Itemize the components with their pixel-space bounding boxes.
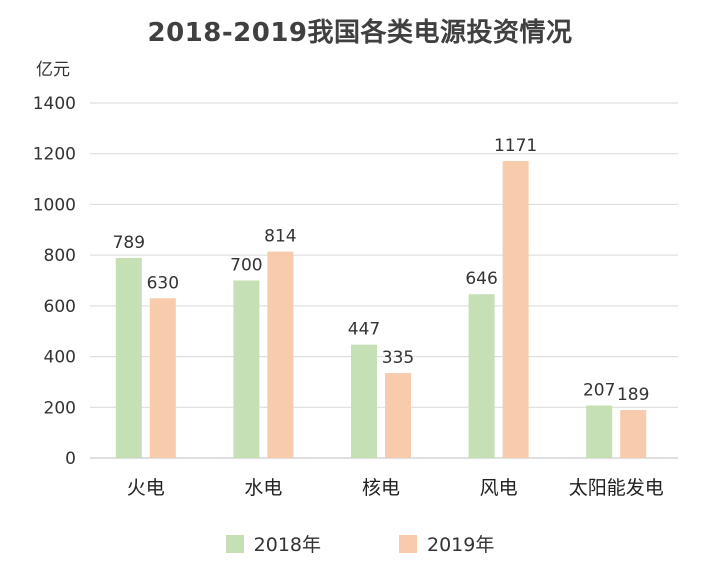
legend-item-2018: 2018年 (225, 530, 321, 557)
legend-item-2019: 2019年 (399, 530, 494, 557)
bar-2018 (115, 257, 142, 458)
data-label: 646 (465, 269, 497, 289)
data-label: 447 (348, 320, 380, 340)
bar-2019 (620, 410, 647, 458)
y-tick-label: 1000 (33, 195, 76, 215)
bar-2019 (385, 373, 411, 458)
bar-2018 (233, 280, 260, 458)
x-category-label: 核电 (362, 477, 400, 499)
bar-2018 (351, 344, 377, 458)
data-label: 789 (113, 233, 145, 253)
y-axis-unit-label: 亿元 (36, 60, 70, 80)
chart-title: 2018-2019我国各类电源投资情况 (147, 18, 573, 48)
data-label: 189 (617, 385, 649, 405)
bar-2019 (267, 251, 294, 458)
y-tick-label: 1400 (33, 94, 76, 114)
x-category-label: 风电 (480, 477, 518, 499)
data-label: 814 (264, 227, 296, 247)
data-label: 700 (230, 256, 262, 276)
data-label: 335 (382, 348, 414, 368)
data-label: 207 (583, 381, 615, 401)
legend: 2018年 2019年 (0, 530, 720, 557)
x-category-label: 太阳能发电 (569, 477, 664, 499)
x-category-label: 火电 (127, 477, 165, 499)
bar-2019 (149, 298, 176, 458)
data-label: 630 (147, 273, 179, 293)
y-tick-label: 0 (65, 449, 76, 469)
bar-2019 (502, 161, 529, 458)
legend-label-2018: 2018年 (253, 534, 321, 556)
y-tick-label: 200 (44, 398, 76, 418)
bar-2018 (468, 294, 495, 458)
y-tick-label: 1200 (33, 145, 76, 165)
data-label: 1171 (494, 136, 537, 156)
y-tick-label: 400 (44, 348, 76, 368)
y-tick-label: 600 (44, 297, 76, 317)
y-tick-label: 800 (44, 246, 76, 266)
bar-2018 (586, 405, 613, 458)
x-category-label: 水电 (244, 477, 282, 499)
legend-swatch-2019 (399, 534, 417, 553)
legend-swatch-2018 (225, 534, 244, 553)
legend-label-2019: 2019年 (427, 534, 495, 556)
